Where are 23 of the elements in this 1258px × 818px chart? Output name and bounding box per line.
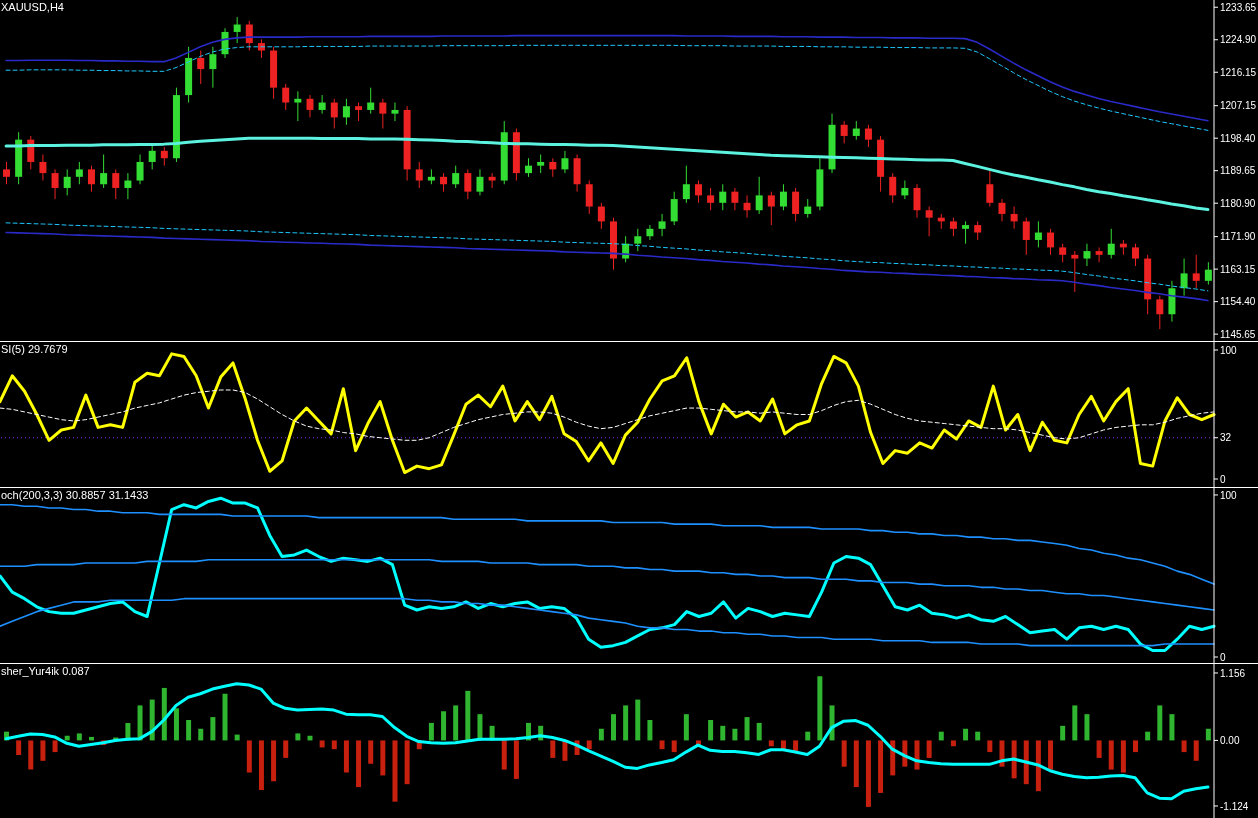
y-tick-label: 1154.40 [1220, 296, 1256, 308]
chart-title: SI(5) 29.7679 [1, 343, 68, 356]
chart-title: XAUUSD,H4 [1, 1, 64, 14]
y-tick-label: 100 [1220, 344, 1238, 356]
y-tick-label: 1163.15 [1220, 263, 1256, 275]
y-tick-label: 1224.90 [1220, 34, 1257, 46]
y-tick-label: 1.156 [1220, 667, 1246, 679]
y-tick-label: 1171.90 [1220, 231, 1256, 243]
y-tick-label: 100 [1220, 489, 1238, 501]
y-tick-label: 0 [1220, 651, 1226, 663]
y-tick-label: 1145.65 [1220, 328, 1256, 340]
y-tick-label: 32 [1220, 432, 1232, 444]
y-tick-label: 1189.65 [1220, 165, 1256, 177]
y-tick-label: 0.00 [1220, 734, 1240, 746]
y-tick-label: 1180.90 [1220, 197, 1256, 209]
y-tick-label: 1198.40 [1220, 132, 1256, 144]
y-tick-label: -1.124 [1220, 800, 1249, 812]
chart-title: sher_Yur4ik 0.087 [1, 665, 90, 678]
y-tick-label: 1233.65 [1220, 1, 1257, 13]
y-tick-label: 1207.15 [1220, 100, 1257, 112]
y-tick-label: 1216.15 [1220, 66, 1257, 78]
chart-title: och(200,3,3) 30.8857 31.1433 [1, 489, 149, 502]
y-tick-label: 0 [1220, 473, 1226, 485]
